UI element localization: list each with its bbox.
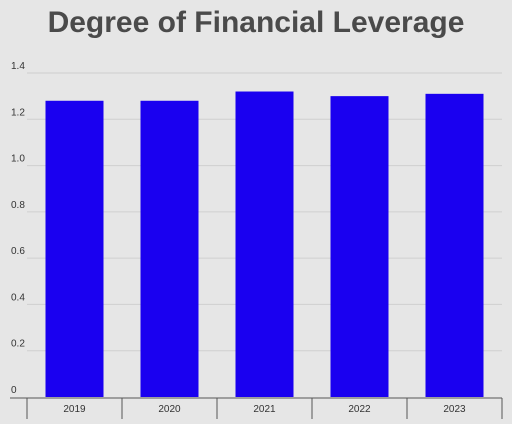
bar-2020 xyxy=(140,100,199,398)
y-tick-label: 0 xyxy=(11,385,17,396)
bars xyxy=(45,91,484,398)
x-axis: 2019 2020 2021 2022 2023 xyxy=(10,397,503,419)
bar-2021 xyxy=(235,91,294,397)
x-tick-label: 2021 xyxy=(253,404,276,415)
x-tick-label: 2022 xyxy=(348,404,371,415)
bar-2023 xyxy=(425,93,484,397)
y-tick-label: 0.8 xyxy=(11,200,25,211)
y-axis-ticks: 0 0.2 0.4 0.6 0.8 1.0 1.2 1.4 xyxy=(11,61,25,396)
y-tick-label: 1.2 xyxy=(11,107,25,118)
bar-2022 xyxy=(330,96,389,398)
bar-2019 xyxy=(45,100,104,398)
x-tick-label: 2019 xyxy=(63,404,86,415)
y-tick-label: 0.4 xyxy=(11,292,25,303)
chart-title: Degree of Financial Leverage xyxy=(47,6,465,39)
y-tick-label: 1.0 xyxy=(11,154,25,165)
x-tick-label: 2023 xyxy=(443,404,466,415)
y-tick-label: 0.2 xyxy=(11,339,25,350)
y-tick-label: 1.4 xyxy=(11,61,25,72)
x-tick-label: 2020 xyxy=(158,404,181,415)
y-tick-label: 0.6 xyxy=(11,246,25,257)
